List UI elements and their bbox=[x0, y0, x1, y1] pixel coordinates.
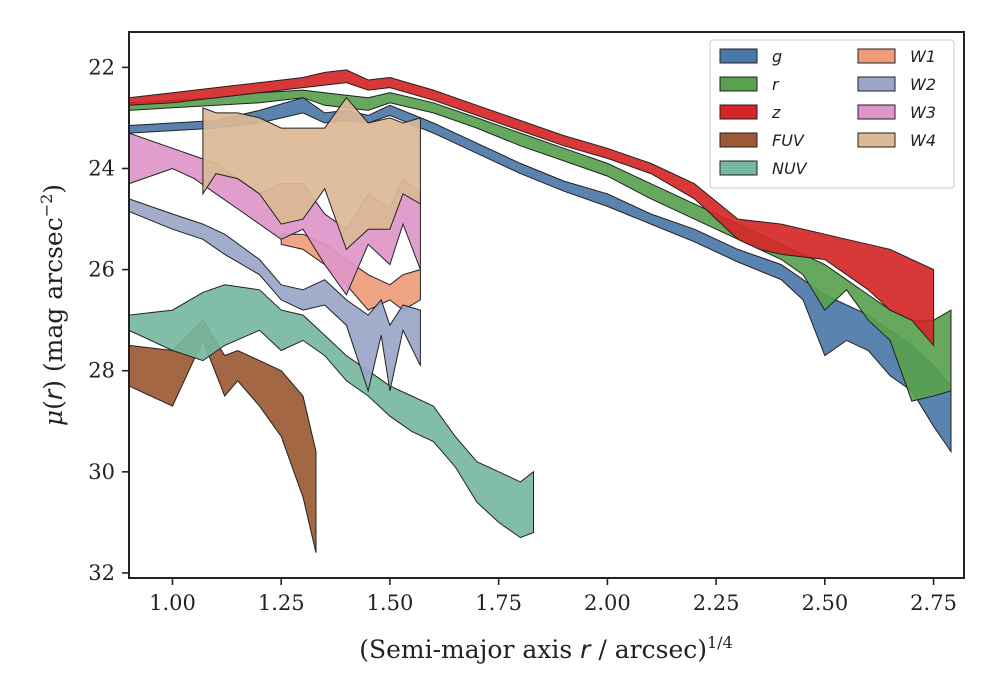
y-tick-label: 30 bbox=[88, 460, 115, 484]
y-axis-label-mu: μ bbox=[39, 410, 68, 426]
legend-label-w3: W3 bbox=[910, 103, 936, 122]
legend-label-g: g bbox=[772, 47, 782, 66]
y-tick-label: 26 bbox=[88, 258, 115, 282]
ticks-layer: 1.00 1.25 1.50 1.75 2.00 2.25 2.50 2.75 22 24 26 28… bbox=[88, 55, 957, 615]
x-axis-label-var: r bbox=[580, 635, 592, 664]
legend-label-z: z bbox=[771, 103, 781, 122]
x-tick-label: 1.00 bbox=[149, 591, 196, 615]
band-g bbox=[129, 97, 952, 454]
band-nuv bbox=[129, 284, 534, 539]
legend-swatch-w4 bbox=[857, 132, 896, 148]
x-tick-label: 2.50 bbox=[801, 591, 848, 615]
x-tick-label: 2.00 bbox=[584, 591, 631, 615]
y-axis-label-end: ) bbox=[39, 184, 68, 194]
legend-swatch-nuv bbox=[719, 160, 758, 176]
legend-swatch-r bbox=[719, 76, 758, 92]
y-tick-label: 28 bbox=[88, 359, 115, 383]
legend-label-r: r bbox=[772, 75, 780, 94]
band-w2 bbox=[129, 198, 421, 393]
x-tick-label: 1.50 bbox=[367, 591, 414, 615]
y-tick-label: 24 bbox=[88, 157, 115, 181]
legend-label-w1: W1 bbox=[910, 47, 936, 66]
x-axis-label: (Semi-major axis r / arcsec)1/4 bbox=[359, 633, 733, 664]
x-tick-label: 1.25 bbox=[258, 591, 305, 615]
y-axis-label: μ(r) (mag arcsec−2) bbox=[37, 184, 68, 426]
legend-swatch-fuv bbox=[719, 132, 758, 148]
legend-swatch-g bbox=[719, 48, 758, 64]
y-tick-label: 32 bbox=[88, 561, 115, 585]
y-tick-label: 22 bbox=[88, 55, 115, 79]
band-w4 bbox=[202, 96, 421, 251]
x-tick-label: 2.75 bbox=[910, 591, 957, 615]
band-z bbox=[129, 69, 935, 347]
x-axis-label-rest: / arcsec) bbox=[590, 635, 707, 664]
legend-label-nuv: NUV bbox=[772, 159, 808, 178]
legend-label-w4: W4 bbox=[910, 131, 936, 150]
x-tick-label: 1.75 bbox=[475, 591, 522, 615]
legend-swatch-z bbox=[719, 104, 758, 120]
plot-frame bbox=[128, 31, 965, 579]
legend-label-w2: W2 bbox=[910, 75, 936, 94]
legend-swatch-w1 bbox=[857, 48, 896, 64]
y-axis-label-exponent: −2 bbox=[37, 194, 56, 218]
legend: grz FUV NUV W1 W2 W3 W4 bbox=[709, 39, 955, 189]
legend-swatch-w2 bbox=[857, 76, 896, 92]
legend-swatch-w3 bbox=[857, 104, 896, 120]
x-axis-label-lead: (Semi-major axis bbox=[359, 635, 580, 664]
band-fuv bbox=[129, 319, 317, 553]
y-axis-label-var: r bbox=[39, 388, 68, 400]
y-axis-label-close: ) bbox=[39, 380, 68, 390]
series-layer bbox=[129, 69, 952, 553]
band-r bbox=[129, 89, 952, 402]
x-tick-label: 2.25 bbox=[693, 591, 740, 615]
y-axis-label-open: ( bbox=[39, 400, 68, 410]
y-axis-label-rest: (mag arcsec bbox=[39, 217, 68, 380]
legend-label-fuv: FUV bbox=[772, 131, 805, 150]
x-axis-label-exponent: 1/4 bbox=[707, 633, 733, 652]
